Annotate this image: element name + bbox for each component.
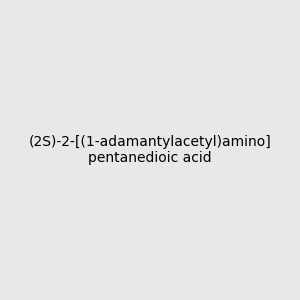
Text: (2S)-2-[(1-adamantylacetyl)amino]
pentanedioic acid: (2S)-2-[(1-adamantylacetyl)amino] pentan… — [28, 135, 272, 165]
